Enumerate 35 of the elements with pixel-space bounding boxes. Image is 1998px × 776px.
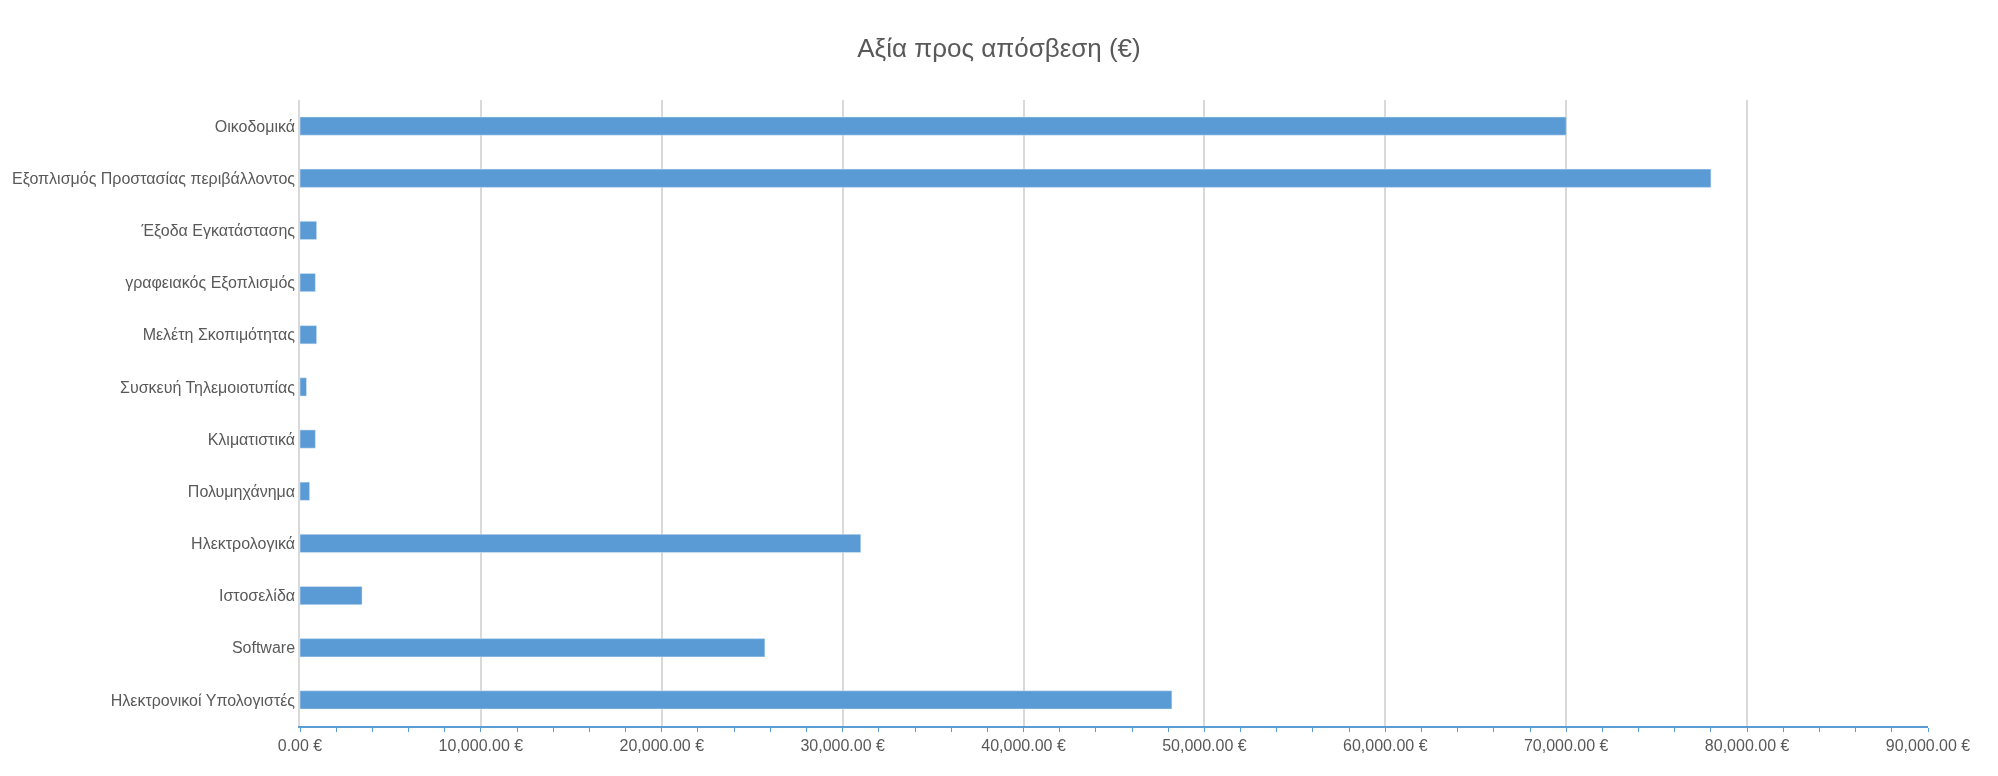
x-tick-label: 30,000.00 € <box>800 736 886 754</box>
x-tick-label: 50,000.00 € <box>1162 736 1247 754</box>
y-tick-label: Συσκευή Τηλεμοιοτυπίας <box>119 378 296 396</box>
y-tick-label: Ιστοσελίδα <box>219 587 296 605</box>
x-tick-label: 60,000.00 € <box>1343 736 1428 754</box>
bar <box>300 377 307 397</box>
x-tick-label: 80,000.00 € <box>1704 736 1790 754</box>
y-tick-label: Software <box>231 639 296 657</box>
bar <box>300 690 1173 710</box>
x-tick-label: 90,000.00 € <box>1885 736 1971 754</box>
x-tick-label: 0.00 € <box>277 736 323 754</box>
bar <box>300 325 317 345</box>
y-tick-label: Πολυμηχάνημα <box>187 482 296 500</box>
bar <box>300 481 310 501</box>
bar <box>300 273 316 292</box>
y-tick-label: Κλιματιστικά <box>207 430 296 448</box>
x-tick-label: 10,000.00 € <box>438 736 524 754</box>
bar <box>300 534 862 553</box>
y-tick-label: Οικοδομικά <box>214 117 296 135</box>
x-tick-label: 70,000.00 € <box>1523 736 1609 754</box>
chart-title: Αξία προς απόσβεση (€) <box>857 33 1141 63</box>
bar <box>300 116 1567 136</box>
y-tick-label: Ηλεκτρονικοί Υπολογιστές <box>110 691 296 709</box>
bar <box>300 586 363 605</box>
y-tick-label: Έξοδα Εγκατάστασης <box>140 222 296 241</box>
bar <box>300 221 317 240</box>
bar <box>300 168 1712 188</box>
x-tick-label: 40,000.00 € <box>981 736 1066 754</box>
bar <box>300 429 316 449</box>
bar <box>300 638 766 658</box>
y-tick-label: Ηλεκτρολογικά <box>191 535 296 553</box>
y-tick-label: γραφειακός Εξοπλισμός <box>125 274 296 293</box>
y-tick-label: Εξοπλισμός Προστασίας περιβάλλοντος <box>11 169 296 188</box>
y-tick-label: Μελέτη Σκοπιμότητας <box>142 326 296 344</box>
x-tick-label: 20,000.00 € <box>619 736 705 754</box>
